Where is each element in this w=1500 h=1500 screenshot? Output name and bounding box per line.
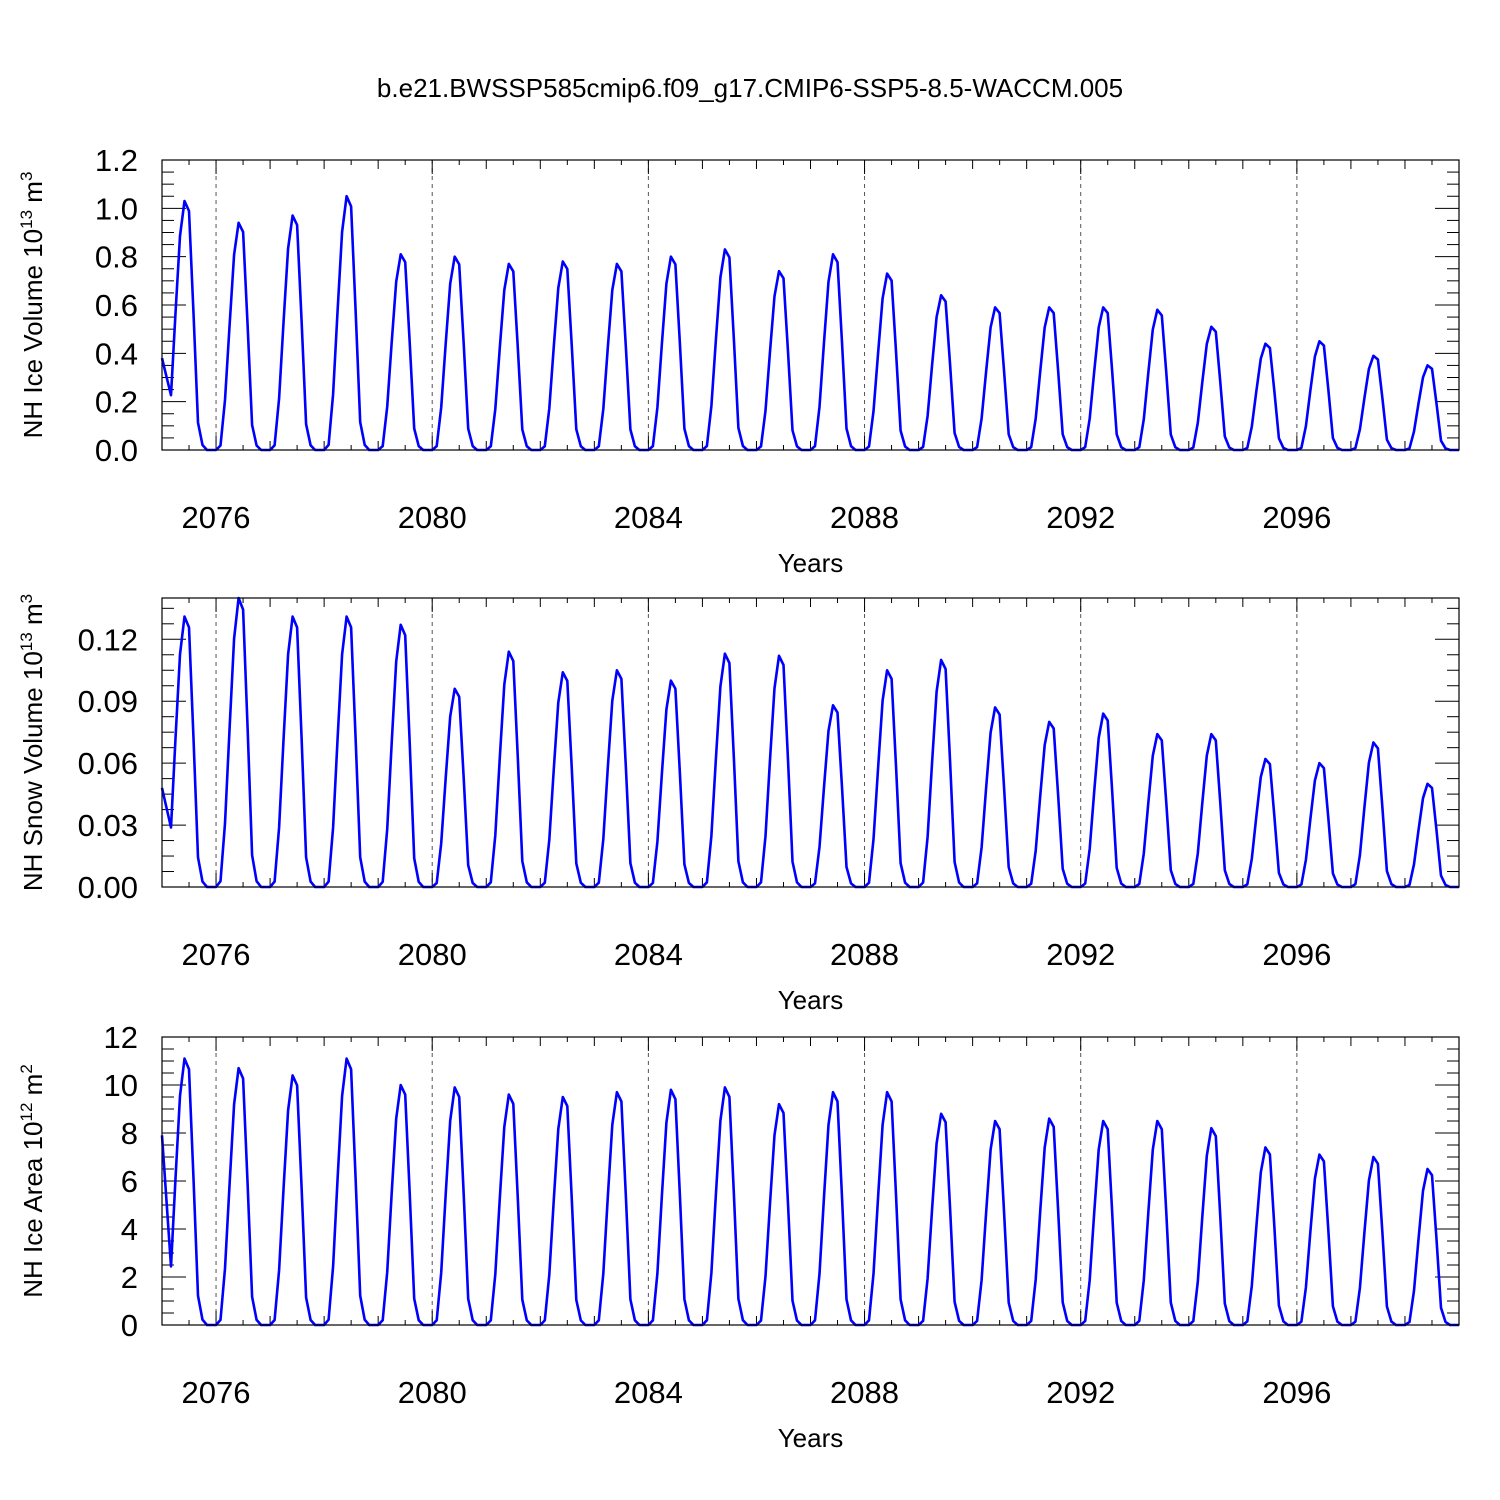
y-tick-label: 0 xyxy=(121,1308,138,1343)
x-tick-label: 2096 xyxy=(1262,1375,1331,1410)
y-tick-label: 0.12 xyxy=(78,622,138,657)
y-tick-label: 0.8 xyxy=(95,240,138,275)
y-tick-label: 10 xyxy=(104,1068,138,1103)
plot-frame xyxy=(161,159,1460,451)
y-tick-label: 0.09 xyxy=(78,684,138,719)
y-tick-label: 1.2 xyxy=(95,143,138,178)
x-axis-label: Years xyxy=(778,1423,844,1453)
x-tick-label: 2088 xyxy=(830,937,899,972)
panel-2: 0.00 0.03 0.06 0.09 0.12 2076 2080 2084 2088 2092… xyxy=(17,594,1460,1015)
y-tick-label: 1.0 xyxy=(95,191,138,226)
y-tick-label: 2 xyxy=(121,1260,138,1295)
x-tick-label: 2088 xyxy=(830,1375,899,1410)
x-tick-label: 2092 xyxy=(1046,937,1115,972)
plot-frame xyxy=(161,1036,1460,1326)
x-tick-label: 2080 xyxy=(398,500,467,535)
x-tick-label: 2092 xyxy=(1046,1375,1115,1410)
x-tick-label: 2084 xyxy=(614,937,683,972)
series-line-nh-snow-volume xyxy=(160,596,1459,889)
y-tick-label: 0.06 xyxy=(78,746,138,781)
plot-frame xyxy=(161,597,1460,888)
x-tick-label: 2096 xyxy=(1262,500,1331,535)
x-tick-label: 2080 xyxy=(398,1375,467,1410)
y-tick-label: 12 xyxy=(104,1020,138,1055)
x-axis-label: Years xyxy=(778,548,844,578)
x-tick-label: 2092 xyxy=(1046,500,1115,535)
panel-1: 0.0 0.2 0.4 0.6 0.8 1.0 1.2 2076 2080 2084 2088 209… xyxy=(17,143,1460,578)
x-tick-label: 2076 xyxy=(182,1375,251,1410)
y-tick-label: 6 xyxy=(121,1164,138,1199)
y-tick-label: 4 xyxy=(121,1212,138,1247)
x-tick-label: 2096 xyxy=(1262,937,1331,972)
panel-3: 0 2 4 6 8 10 12 2076 2080 2084 2088 2092 2096 Years NH… xyxy=(17,1020,1460,1453)
y-tick-label: 8 xyxy=(121,1116,138,1151)
x-tick-label: 2088 xyxy=(830,500,899,535)
x-axis-label: Years xyxy=(778,985,844,1015)
y-axis-label: NH Ice Area 1012 m2 xyxy=(17,1064,48,1298)
x-tick-label: 2084 xyxy=(614,1375,683,1410)
y-axis-label: NH Snow Volume 1013 m3 xyxy=(17,594,48,891)
x-tick-label: 2076 xyxy=(182,500,251,535)
series-line-nh-ice-area xyxy=(160,1057,1459,1327)
x-tick-label: 2084 xyxy=(614,500,683,535)
x-tick-label: 2076 xyxy=(182,937,251,972)
y-tick-label: 0.03 xyxy=(78,808,138,843)
y-tick-label: 0.2 xyxy=(95,385,138,420)
y-tick-label: 0.00 xyxy=(78,870,138,905)
y-axis-label: NH Ice Volume 1013 m3 xyxy=(17,172,48,439)
y-tick-label: 0.0 xyxy=(95,433,138,468)
series-line-nh-ice-volume xyxy=(160,194,1459,452)
chart-title: b.e21.BWSSP585cmip6.f09_g17.CMIP6-SSP5-8… xyxy=(377,73,1123,103)
y-tick-label: 0.4 xyxy=(95,336,138,371)
x-tick-label: 2080 xyxy=(398,937,467,972)
y-tick-label: 0.6 xyxy=(95,288,138,323)
